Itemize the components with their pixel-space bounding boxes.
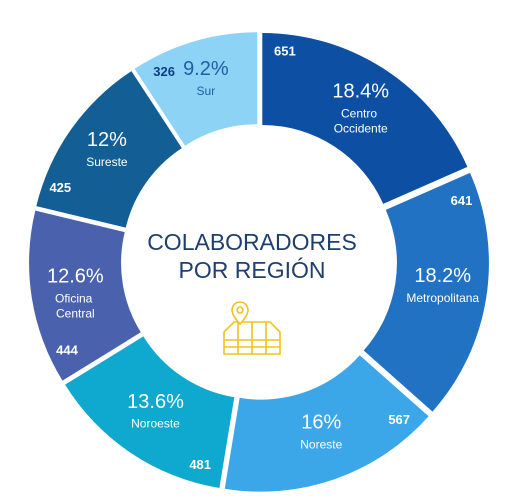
count-label: 481 (189, 457, 211, 472)
wedge (363, 172, 489, 412)
wedge (29, 210, 141, 381)
wedge (65, 336, 235, 489)
chart-title: POR REGIÓN (179, 257, 326, 283)
wedge (224, 355, 429, 492)
share-label: 9.2% (183, 58, 229, 80)
wedge (134, 32, 258, 146)
chart-title: COLABORADORES (147, 229, 357, 255)
share-label: 13.6% (127, 391, 184, 413)
category-label: Sureste (86, 155, 128, 169)
count-label: 567 (388, 412, 410, 427)
category-label: Metropolitana (406, 291, 479, 305)
share-label: 18.4% (332, 81, 389, 103)
category-label: Sur (197, 84, 216, 98)
category-label: Noreste (300, 437, 342, 451)
count-label: 425 (49, 180, 71, 195)
share-label: 16% (301, 412, 341, 434)
map-icon (223, 301, 281, 355)
wedge (36, 71, 182, 228)
share-label: 12.6% (47, 266, 104, 288)
category-label: Oficina Central (55, 292, 96, 321)
share-label: 18.2% (414, 265, 471, 287)
count-label: 326 (153, 64, 175, 79)
count-label: 444 (56, 343, 78, 358)
category-label: Noroeste (131, 417, 180, 431)
wedge (262, 32, 468, 204)
share-label: 12% (87, 129, 127, 151)
count-label: 651 (274, 44, 296, 59)
category-label: Centro Occidente (334, 106, 388, 135)
count-label: 641 (451, 193, 473, 208)
